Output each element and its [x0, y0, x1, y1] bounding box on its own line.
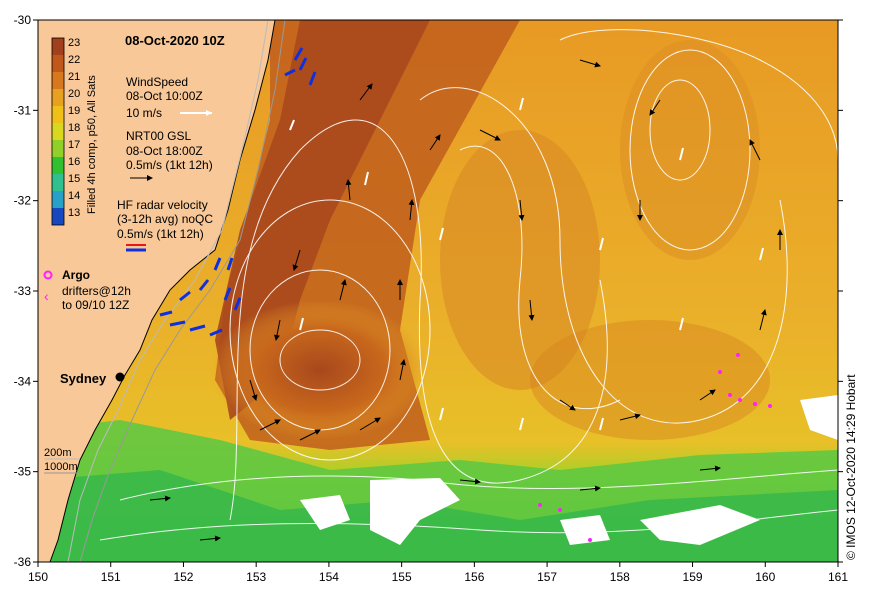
- ssh-contours: [99, 29, 838, 541]
- x-tick-label: 153: [246, 570, 266, 584]
- colorbar: 23 22 21 20 19 18 17 16 15 14 13 Filled …: [51, 37, 98, 226]
- isobath-200m: [67, 20, 269, 562]
- x-tick-label: 155: [392, 570, 412, 584]
- x-tick-label: 160: [755, 570, 775, 584]
- isobath-label-1000: 1000m: [44, 461, 78, 473]
- cbar-tick: 23: [68, 37, 80, 49]
- cbar-tick: 18: [68, 122, 80, 134]
- warm-eddy: [210, 300, 430, 440]
- cbar-tick: 14: [68, 190, 80, 202]
- drifters-label: drifters@12h: [62, 284, 131, 298]
- y-tick-label: -30: [14, 13, 32, 27]
- x-tick-label: 159: [683, 570, 703, 584]
- x-tick-label: 151: [101, 570, 121, 584]
- drifter-symbol: ‹: [44, 288, 49, 304]
- hf-scale: 0.5m/s (1kt 12h): [117, 227, 204, 241]
- x-tick-label: 161: [828, 570, 848, 584]
- gsl-scale: 0.5m/s (1kt 12h): [126, 158, 213, 172]
- y-tick-label: -32: [14, 194, 32, 208]
- x-tick-label: 158: [610, 570, 630, 584]
- x-tick-label: 157: [537, 570, 557, 584]
- isobath-1000m: [79, 20, 286, 562]
- wind-vectors: [289, 97, 764, 431]
- gsl-vectors: [149, 59, 783, 542]
- gsl-title: NRT00 GSL: [126, 129, 191, 143]
- hf-title: HF radar velocity: [117, 198, 208, 212]
- cloud-gap: [370, 478, 460, 545]
- cbar-tick: 22: [68, 54, 80, 66]
- wind-scale: 10 m/s: [126, 106, 162, 120]
- x-tick-label: 156: [464, 570, 484, 584]
- drifters-period: to 09/10 12Z: [62, 298, 129, 312]
- sydney-label: Sydney: [60, 371, 107, 386]
- wind-title: WindSpeed: [126, 75, 188, 89]
- x-tick-label: 150: [28, 570, 48, 584]
- wind-time: 08-Oct 10:00Z: [126, 89, 203, 103]
- colorbar-label: Filled 4h comp, p50, All Sats: [86, 75, 98, 214]
- gsl-time: 08-Oct 18:00Z: [126, 144, 203, 158]
- cbar-tick: 20: [68, 88, 80, 100]
- drifter-tracks: [538, 353, 772, 542]
- y-tick-label: -33: [14, 284, 32, 298]
- y-tick-label: -35: [14, 465, 32, 479]
- y-tick-label: -34: [14, 374, 32, 388]
- hf-radar-vectors: [159, 47, 317, 337]
- cbar-tick: 16: [68, 156, 80, 168]
- hf-subtitle: (3-12h avg) noQC: [117, 212, 213, 226]
- australia-landmass: [38, 20, 276, 562]
- cbar-tick: 21: [68, 71, 80, 83]
- y-tick-label: -36: [14, 555, 32, 569]
- cbar-tick: 19: [68, 105, 80, 117]
- x-tick-label: 154: [319, 570, 339, 584]
- y-axis: -30 -31 -32 -33 -34 -35 -36: [14, 13, 843, 569]
- argo-symbol: [43, 270, 53, 280]
- imos-credit: © IMOS 12-Oct-2020 14:29 Hobart: [844, 374, 858, 560]
- argo-label: Argo: [62, 268, 90, 282]
- sydney-marker: [115, 372, 125, 382]
- map-field: [38, 20, 838, 562]
- x-tick-label: 152: [173, 570, 193, 584]
- isobath-label-200: 200m: [44, 447, 72, 459]
- date-title: 08-Oct-2020 10Z: [125, 33, 225, 48]
- cbar-tick: 13: [68, 207, 80, 219]
- x-axis: 150 151 152 153 154 155 156 157 158 159 160 161: [28, 562, 848, 584]
- cbar-tick: 15: [68, 173, 80, 185]
- y-tick-label: -31: [14, 103, 32, 117]
- cbar-tick: 17: [68, 139, 80, 151]
